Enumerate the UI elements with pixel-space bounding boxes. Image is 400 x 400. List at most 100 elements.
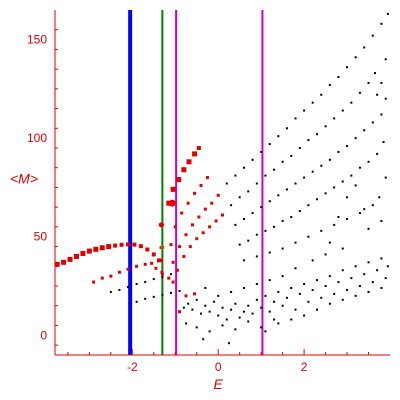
black-point-144 <box>315 279 318 282</box>
black-point-141 <box>303 283 306 286</box>
black-point-60 <box>303 176 306 179</box>
black-point-39 <box>273 168 276 171</box>
black-point-103 <box>384 176 387 179</box>
x-tick-label-1: 0 <box>215 360 222 374</box>
black-point-130 <box>255 298 258 301</box>
red-point-9 <box>113 243 118 248</box>
black-point-46 <box>333 117 336 120</box>
black-point-51 <box>373 72 376 75</box>
black-point-21 <box>285 127 288 130</box>
black-point-0 <box>109 290 112 293</box>
black-point-150 <box>341 269 344 272</box>
black-point-156 <box>367 261 370 264</box>
black-point-44 <box>315 133 318 136</box>
black-point-16 <box>242 166 245 169</box>
black-point-49 <box>358 91 361 94</box>
red-point-12 <box>132 242 137 247</box>
red-point-24 <box>181 167 187 173</box>
red-point-41 <box>210 201 214 205</box>
red-point-7 <box>99 245 105 251</box>
black-point-125 <box>234 302 237 305</box>
black-point-111 <box>367 227 370 230</box>
black-point-119 <box>208 310 211 313</box>
black-point-109 <box>328 241 331 244</box>
black-point-115 <box>191 308 194 311</box>
black-point-11 <box>161 293 164 296</box>
black-point-69 <box>380 113 383 116</box>
black-point-158 <box>376 269 379 272</box>
red-point-40 <box>203 207 207 211</box>
y-tick-label-3: 150 <box>27 33 47 47</box>
black-point-53 <box>242 217 245 220</box>
black-point-91 <box>294 241 297 244</box>
red-point-44 <box>182 254 186 258</box>
black-point-2 <box>127 285 130 288</box>
x-tick-label-0: -2 <box>127 360 138 374</box>
black-point-154 <box>358 285 361 287</box>
black-point-62 <box>320 164 323 167</box>
black-point-54 <box>251 212 254 215</box>
black-point-166 <box>234 328 237 331</box>
black-point-29 <box>354 56 357 59</box>
black-point-92 <box>307 235 310 238</box>
x-tick-label-2: 2 <box>301 360 308 374</box>
red-point-37 <box>184 233 188 237</box>
black-point-181 <box>204 286 207 289</box>
red-point-5 <box>86 248 92 254</box>
black-point-110 <box>341 247 344 250</box>
y-axis-label: <M> <box>10 170 38 186</box>
black-point-59 <box>294 182 297 185</box>
black-point-171 <box>202 338 205 341</box>
black-point-101 <box>376 93 379 96</box>
red-point-11 <box>126 242 131 247</box>
black-point-122 <box>221 306 224 309</box>
red-point-54 <box>117 270 121 274</box>
black-point-155 <box>363 273 366 276</box>
black-point-95 <box>346 217 349 220</box>
red-point-35 <box>171 260 175 264</box>
black-point-18 <box>260 150 263 153</box>
x-ticks: -2 0 2 <box>67 349 370 374</box>
black-point-100 <box>380 81 383 84</box>
black-point-50 <box>367 81 370 84</box>
red-point-38 <box>190 223 194 227</box>
red-point-56 <box>135 264 139 268</box>
black-point-140 <box>298 292 301 295</box>
red-points <box>54 146 224 314</box>
black-point-152 <box>350 277 353 280</box>
red-point-48 <box>208 225 212 229</box>
black-point-84 <box>358 166 361 169</box>
red-point-51 <box>92 280 96 284</box>
black-point-63 <box>328 158 331 161</box>
black-point-147 <box>328 275 331 278</box>
black-point-178 <box>242 286 245 289</box>
black-point-120 <box>212 300 215 303</box>
black-point-167 <box>247 320 250 323</box>
black-point-70 <box>238 243 241 246</box>
black-point-77 <box>298 210 301 213</box>
black-point-179 <box>230 290 233 293</box>
black-point-72 <box>255 233 258 236</box>
black-point-134 <box>273 300 276 303</box>
black-point-129 <box>251 312 254 315</box>
red-point-33 <box>199 183 203 187</box>
red-point-43 <box>175 268 179 272</box>
black-point-34 <box>230 204 233 207</box>
black-point-8 <box>135 300 138 303</box>
black-point-142 <box>307 300 310 303</box>
black-point-47 <box>341 109 344 112</box>
black-point-78 <box>307 204 310 207</box>
red-point-53 <box>109 274 113 278</box>
black-point-172 <box>281 275 284 278</box>
black-point-56 <box>268 200 271 203</box>
black-point-55 <box>260 206 263 209</box>
red-point-2 <box>67 256 73 262</box>
black-point-66 <box>354 137 357 140</box>
red-point-39 <box>197 215 201 219</box>
black-point-4 <box>144 281 147 284</box>
red-point-6 <box>93 246 99 252</box>
black-point-123 <box>225 318 228 321</box>
black-point-75 <box>281 219 284 222</box>
red-point-15 <box>151 252 156 257</box>
black-point-37 <box>255 182 258 185</box>
